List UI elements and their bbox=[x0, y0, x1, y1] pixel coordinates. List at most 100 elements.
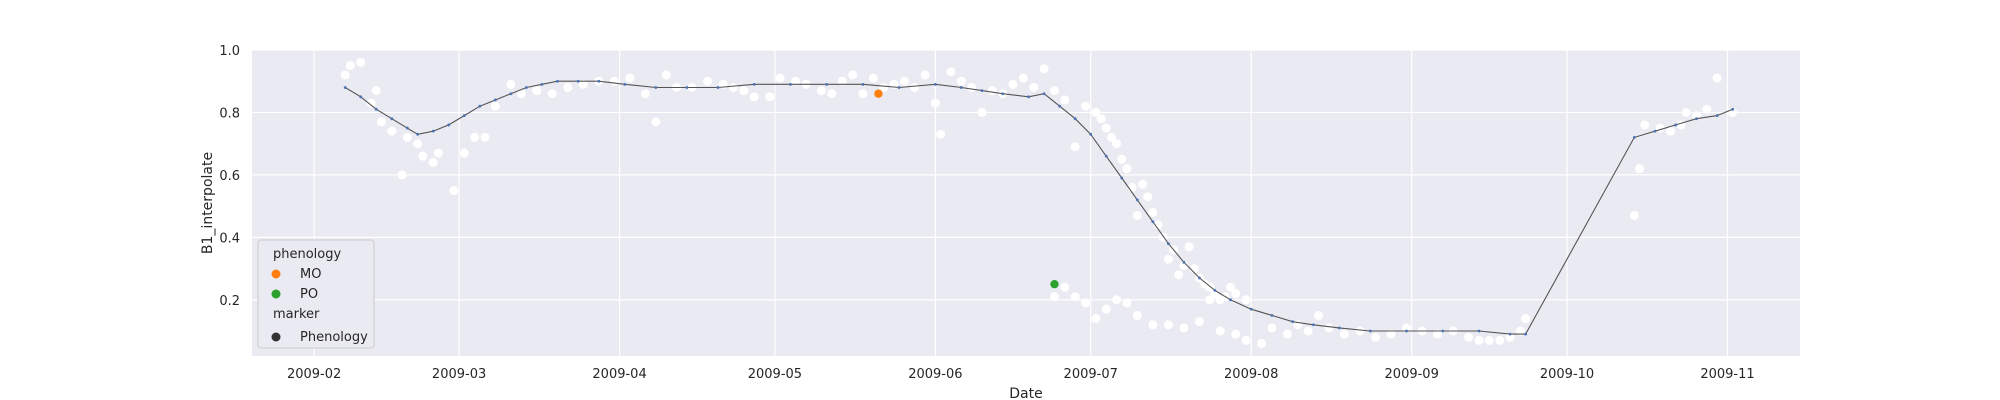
line-marker bbox=[343, 86, 347, 89]
line-marker bbox=[861, 82, 865, 86]
line-marker bbox=[597, 79, 601, 83]
smoothed-series bbox=[343, 79, 1735, 336]
line-marker bbox=[447, 123, 451, 127]
line-marker bbox=[1653, 129, 1657, 133]
raw-point bbox=[1324, 323, 1334, 333]
x-tick-labels: 2009-02 2009-03 2009-04 2009-05 2009-06 2009-… bbox=[287, 367, 1755, 382]
raw-point bbox=[651, 117, 661, 127]
raw-point bbox=[1386, 329, 1396, 339]
line-marker bbox=[524, 86, 528, 89]
line-marker bbox=[1405, 329, 1408, 333]
raw-point bbox=[1474, 335, 1484, 345]
raw-observations bbox=[340, 57, 1738, 349]
raw-point bbox=[1226, 282, 1236, 292]
raw-point bbox=[728, 82, 738, 92]
line-marker bbox=[1632, 136, 1636, 139]
raw-point bbox=[1629, 210, 1639, 220]
legend-box bbox=[257, 239, 375, 349]
raw-point bbox=[547, 89, 557, 99]
raw-point bbox=[532, 86, 542, 96]
raw-point bbox=[791, 76, 801, 86]
raw-point bbox=[356, 57, 366, 67]
line-marker bbox=[576, 79, 580, 83]
line-marker bbox=[1073, 117, 1077, 121]
line-marker bbox=[654, 86, 658, 89]
raw-point bbox=[387, 126, 397, 136]
line-marker bbox=[1291, 320, 1295, 324]
line-marker bbox=[1001, 92, 1005, 96]
line-marker bbox=[1151, 220, 1155, 224]
raw-point bbox=[1267, 323, 1277, 333]
raw-point bbox=[816, 86, 826, 96]
line-marker bbox=[405, 126, 409, 130]
raw-point bbox=[402, 132, 412, 142]
line-marker bbox=[1368, 329, 1372, 333]
raw-point bbox=[1122, 164, 1132, 174]
line-marker bbox=[1089, 132, 1093, 136]
raw-point bbox=[1060, 95, 1070, 105]
raw-point bbox=[936, 129, 946, 139]
legend-po-marker bbox=[271, 289, 281, 299]
legend-phenology-label: Phenology bbox=[300, 330, 368, 345]
raw-point bbox=[340, 70, 350, 80]
raw-point bbox=[449, 186, 459, 196]
line-marker bbox=[1042, 92, 1046, 96]
raw-point bbox=[1070, 142, 1080, 152]
line-marker bbox=[933, 82, 937, 86]
raw-point bbox=[1148, 207, 1158, 217]
raw-point bbox=[1106, 132, 1116, 142]
raw-point bbox=[1179, 323, 1189, 333]
line-marker bbox=[1166, 242, 1170, 245]
raw-point bbox=[1521, 314, 1531, 324]
raw-point bbox=[345, 61, 355, 71]
x-tick-label: 2009-05 bbox=[748, 367, 802, 382]
legend-title-phenology: phenology bbox=[273, 247, 341, 262]
raw-point bbox=[1205, 295, 1215, 305]
x-tick-label: 2009-03 bbox=[432, 367, 486, 382]
raw-point bbox=[1049, 86, 1059, 96]
phenology-points bbox=[874, 89, 1059, 289]
raw-point bbox=[1179, 260, 1189, 270]
line-marker bbox=[1182, 260, 1186, 264]
raw-point bbox=[470, 132, 480, 142]
raw-point bbox=[1303, 326, 1313, 336]
raw-point bbox=[506, 79, 516, 89]
raw-point bbox=[413, 139, 423, 149]
raw-point bbox=[1464, 332, 1474, 342]
line-marker bbox=[623, 82, 627, 86]
raw-point bbox=[1132, 310, 1142, 320]
line-marker bbox=[825, 82, 829, 86]
raw-point bbox=[1215, 326, 1225, 336]
raw-point bbox=[1231, 289, 1241, 299]
raw-point bbox=[1702, 104, 1712, 114]
y-tick-label: 0.2 bbox=[219, 294, 240, 309]
raw-point bbox=[1339, 329, 1349, 339]
line-marker bbox=[897, 86, 901, 89]
raw-point bbox=[775, 73, 785, 83]
line-marker bbox=[1477, 329, 1481, 333]
legend: phenology MO PO marker Phenology bbox=[257, 239, 375, 349]
raw-point bbox=[899, 76, 909, 86]
raw-point bbox=[1029, 82, 1039, 92]
y-tick-labels: 0.2 0.4 0.6 0.8 1.0 bbox=[219, 44, 240, 309]
raw-point bbox=[868, 73, 878, 83]
legend-phenology-marker bbox=[271, 332, 281, 342]
line-marker bbox=[556, 79, 559, 83]
raw-point bbox=[1018, 73, 1028, 83]
line-marker bbox=[980, 89, 984, 92]
raw-point bbox=[1008, 79, 1018, 89]
raw-point bbox=[376, 117, 386, 127]
raw-point bbox=[987, 86, 997, 96]
raw-point bbox=[1231, 329, 1241, 339]
x-tick-label: 2009-09 bbox=[1385, 367, 1439, 382]
raw-point bbox=[1070, 292, 1080, 302]
line-marker bbox=[509, 92, 513, 96]
raw-point bbox=[418, 151, 428, 161]
raw-point bbox=[977, 107, 987, 117]
y-tick-label: 0.8 bbox=[219, 106, 240, 121]
raw-point bbox=[480, 132, 490, 142]
raw-point bbox=[459, 148, 469, 158]
raw-point bbox=[1091, 314, 1101, 324]
line-marker bbox=[685, 86, 689, 89]
